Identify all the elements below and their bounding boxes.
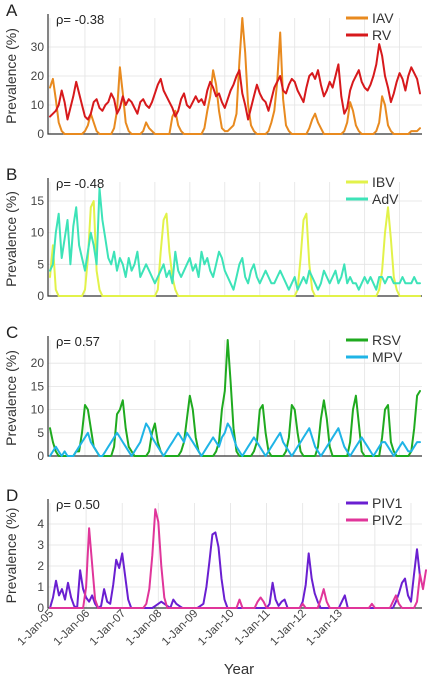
- panel-label: C: [6, 323, 18, 342]
- legend-label: AdV: [372, 191, 399, 207]
- legend-label: RSV: [372, 332, 401, 348]
- y-tick-label: 1: [37, 580, 44, 594]
- x-tick-label: 1-Jan-11: [233, 608, 273, 648]
- y-axis-title: Prevalence (%): [3, 28, 19, 124]
- panel-label: A: [6, 1, 18, 20]
- correlation-annotation: ρ= -0.48: [56, 176, 104, 191]
- x-axis-title: Year: [224, 661, 254, 678]
- y-tick-label: 0: [37, 449, 44, 463]
- y-tick-label: 10: [31, 98, 45, 112]
- series-line-piv1: [49, 531, 421, 609]
- series-line-adv: [49, 187, 421, 291]
- legend-label: PIV1: [372, 495, 403, 511]
- series-line-iav: [49, 17, 421, 135]
- legend-label: IBV: [372, 174, 395, 190]
- y-tick-label: 10: [31, 226, 45, 240]
- x-tick-label: 1-Jan-06: [52, 608, 93, 649]
- series-line-mpv: [49, 422, 421, 457]
- correlation-annotation: ρ= 0.50: [56, 497, 100, 512]
- y-tick-label: 5: [37, 426, 44, 440]
- y-tick-label: 20: [31, 356, 45, 370]
- x-tick-label: 1-Jan-07: [88, 608, 129, 649]
- y-tick-label: 2: [37, 559, 44, 573]
- series-line-rv: [49, 43, 421, 121]
- series-line-ibv: [49, 200, 421, 297]
- y-tick-label: 0: [37, 289, 44, 303]
- x-tick-label: 1-Jan-13: [304, 608, 345, 649]
- axis-lines: [47, 178, 422, 297]
- x-tick-label: 1-Jan-09: [160, 608, 201, 649]
- x-tick-label: 1-Jan-10: [196, 608, 237, 649]
- correlation-annotation: ρ= 0.57: [56, 334, 100, 349]
- y-tick-label: 0: [37, 127, 44, 141]
- y-axis-title: Prevalence (%): [3, 350, 19, 446]
- y-tick-label: 15: [31, 194, 45, 208]
- y-tick-label: 15: [31, 379, 45, 393]
- x-tick-label: 1-Jan-05: [16, 608, 57, 649]
- legend-label: MPV: [372, 349, 403, 365]
- y-tick-label: 4: [37, 517, 44, 531]
- x-tick-label: 1-Jan-08: [124, 608, 165, 649]
- y-tick-label: 5: [37, 257, 44, 271]
- x-tick-label: 1-Jan-12: [268, 608, 309, 649]
- legend-label: IAV: [372, 10, 394, 26]
- panel-label: D: [6, 486, 18, 505]
- y-tick-label: 0: [37, 601, 44, 615]
- axis-lines: [47, 336, 422, 457]
- y-tick-label: 20: [31, 69, 45, 83]
- panel-label: B: [6, 165, 17, 184]
- y-axis-title: Prevalence (%): [3, 508, 19, 604]
- y-axis-title: Prevalence (%): [3, 191, 19, 287]
- correlation-annotation: ρ= -0.38: [56, 12, 104, 27]
- legend-label: RV: [372, 27, 392, 43]
- y-tick-label: 30: [31, 40, 45, 54]
- legend-label: PIV2: [372, 512, 403, 528]
- series-line-piv2: [49, 508, 427, 609]
- y-tick-label: 10: [31, 403, 45, 417]
- y-tick-label: 3: [37, 538, 44, 552]
